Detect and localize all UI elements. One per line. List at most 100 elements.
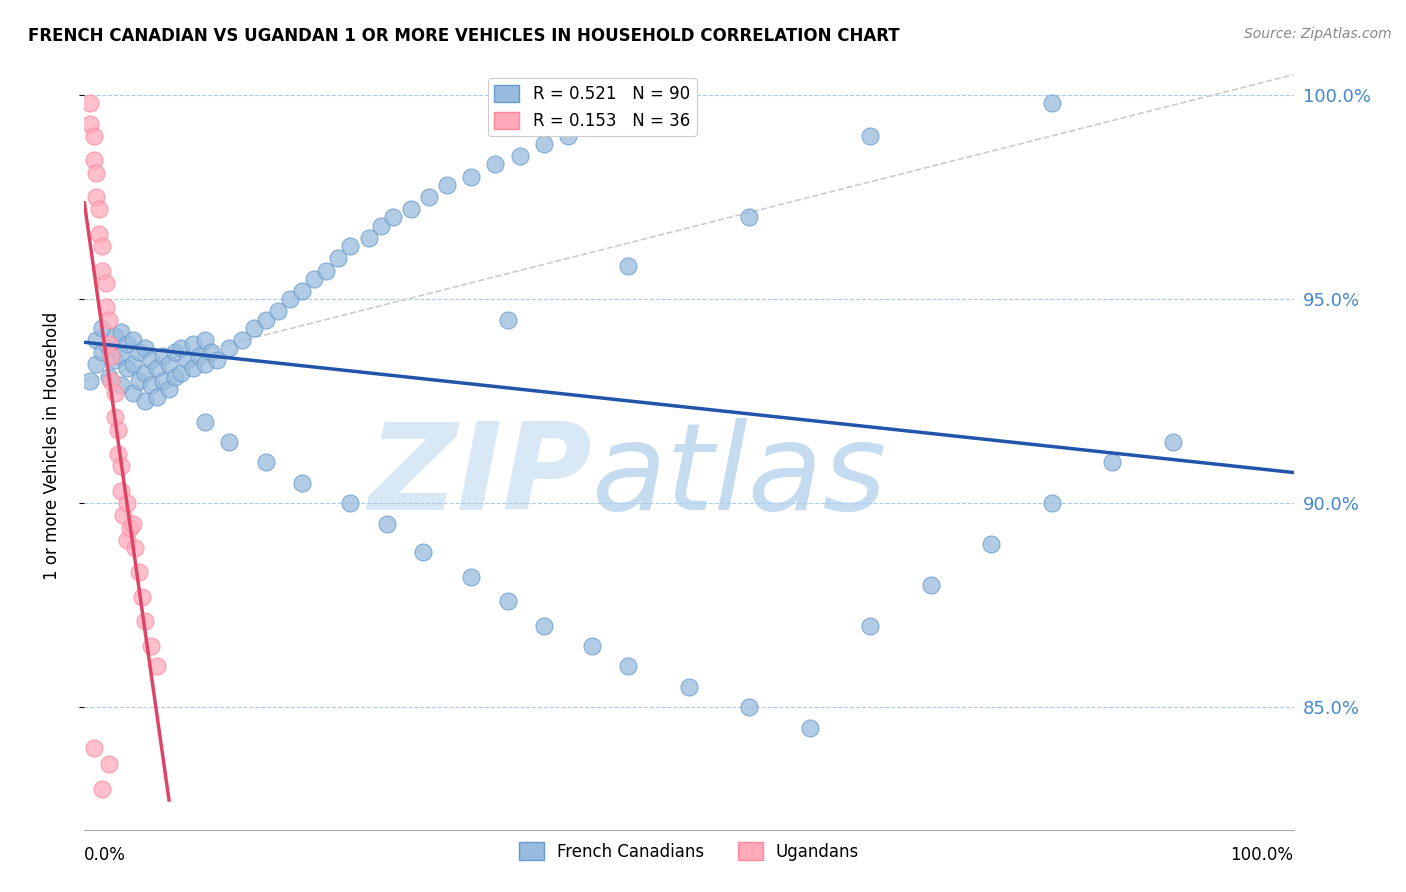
Point	[152, 374, 174, 388]
Point	[181, 361, 204, 376]
Point	[79, 117, 101, 131]
Point	[188, 349, 211, 363]
Point	[194, 415, 217, 429]
Point	[370, 219, 392, 233]
Point	[1161, 434, 1184, 449]
Legend: French Canadians, Ugandans: French Canadians, Ugandans	[512, 836, 866, 867]
Point	[678, 680, 700, 694]
Point	[980, 537, 1002, 551]
Point	[79, 96, 101, 111]
Point	[381, 211, 404, 225]
Text: Source: ZipAtlas.com: Source: ZipAtlas.com	[1244, 27, 1392, 41]
Point	[112, 508, 135, 523]
Point	[509, 149, 531, 163]
Point	[533, 618, 555, 632]
Point	[134, 341, 156, 355]
Point	[115, 361, 138, 376]
Point	[87, 227, 110, 241]
Point	[115, 337, 138, 351]
Point	[436, 178, 458, 192]
Point	[110, 459, 132, 474]
Point	[339, 239, 361, 253]
Point	[86, 190, 108, 204]
Point	[128, 566, 150, 580]
Point	[139, 639, 162, 653]
Point	[165, 345, 187, 359]
Point	[91, 345, 114, 359]
Point	[291, 475, 314, 490]
Point	[533, 136, 555, 151]
Point	[97, 337, 120, 351]
Point	[302, 271, 325, 285]
Point	[207, 353, 229, 368]
Point	[1101, 455, 1123, 469]
Point	[110, 349, 132, 363]
Point	[146, 390, 169, 404]
Point	[97, 757, 120, 772]
Point	[254, 455, 277, 469]
Point	[128, 345, 150, 359]
Point	[170, 341, 193, 355]
Point	[412, 545, 434, 559]
Point	[496, 594, 519, 608]
Point	[496, 312, 519, 326]
Point	[194, 333, 217, 347]
Point	[291, 284, 314, 298]
Point	[115, 496, 138, 510]
Point	[104, 386, 127, 401]
Point	[87, 202, 110, 217]
Point	[176, 353, 198, 368]
Point	[124, 541, 146, 555]
Point	[170, 366, 193, 380]
Point	[86, 333, 108, 347]
Point	[157, 382, 180, 396]
Point	[339, 496, 361, 510]
Point	[97, 312, 120, 326]
Point	[94, 276, 117, 290]
Point	[91, 239, 114, 253]
Point	[418, 190, 440, 204]
Point	[121, 516, 143, 531]
Point	[139, 353, 162, 368]
Point	[1040, 96, 1063, 111]
Point	[557, 128, 579, 143]
Point	[110, 377, 132, 392]
Point	[375, 516, 398, 531]
Point	[254, 312, 277, 326]
Point	[107, 423, 129, 437]
Point	[920, 578, 942, 592]
Point	[83, 741, 105, 756]
Point	[738, 211, 761, 225]
Point	[115, 533, 138, 547]
Point	[121, 333, 143, 347]
Y-axis label: 1 or more Vehicles in Household: 1 or more Vehicles in Household	[42, 312, 60, 580]
Point	[315, 263, 337, 277]
Point	[194, 358, 217, 372]
Point	[91, 320, 114, 334]
Point	[738, 700, 761, 714]
Point	[146, 361, 169, 376]
Text: 0.0%: 0.0%	[84, 846, 127, 863]
Point	[617, 659, 640, 673]
Point	[91, 781, 114, 796]
Point	[121, 358, 143, 372]
Point	[859, 618, 882, 632]
Point	[581, 639, 603, 653]
Point	[134, 615, 156, 629]
Point	[460, 169, 482, 184]
Text: atlas: atlas	[592, 418, 887, 535]
Point	[165, 369, 187, 384]
Point	[484, 157, 506, 171]
Point	[231, 333, 253, 347]
Point	[278, 292, 301, 306]
Point	[110, 483, 132, 498]
Point	[357, 231, 380, 245]
Point	[218, 434, 240, 449]
Point	[181, 337, 204, 351]
Point	[86, 358, 108, 372]
Point	[94, 300, 117, 314]
Point	[218, 341, 240, 355]
Point	[617, 260, 640, 274]
Point	[100, 374, 122, 388]
Point	[107, 447, 129, 461]
